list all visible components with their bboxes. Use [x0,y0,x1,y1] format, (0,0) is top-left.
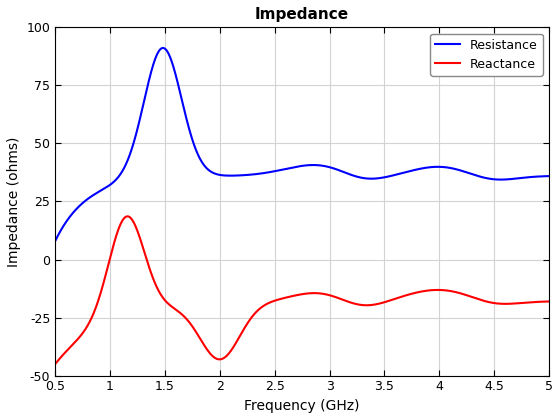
Reactance [124,214,130,219]
Line: Resistance: Resistance [55,48,549,241]
Reactance [292,293,299,298]
Resistance [545,173,552,178]
Resistance [441,165,447,170]
Title: Impedance: Impedance [255,7,349,22]
Resistance [52,239,59,244]
Y-axis label: Impedance (ohms): Impedance (ohms) [7,136,21,267]
Reactance [52,362,59,367]
Resistance [77,202,84,207]
X-axis label: Frequency (GHz): Frequency (GHz) [244,399,360,413]
Line: Reactance: Reactance [55,216,549,364]
Legend: Resistance, Reactance: Resistance, Reactance [430,34,543,76]
Reactance [531,299,538,304]
Reactance [545,299,552,304]
Resistance [160,45,166,50]
Reactance [77,333,84,339]
Resistance [279,167,286,172]
Resistance [292,164,299,169]
Reactance [531,299,538,304]
Reactance [279,296,286,301]
Resistance [531,174,538,179]
Reactance [441,288,447,293]
Resistance [531,174,538,179]
